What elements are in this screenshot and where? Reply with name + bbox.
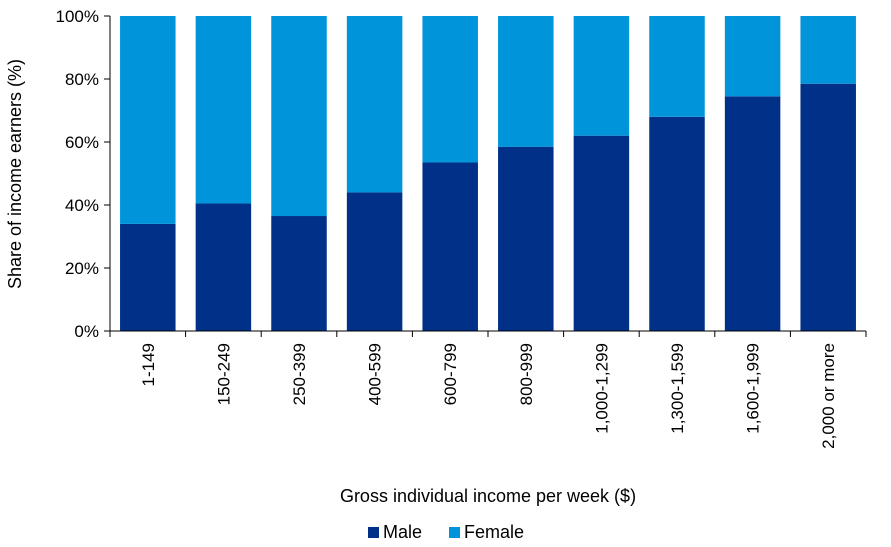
x-tick-label: 800-999 [517,343,536,405]
y-tick-label: 100% [56,7,99,26]
bar-male-6 [573,135,630,331]
x-ticks-group: 1-149 150-249 250-399 400-599 600-799 800-999… [109,331,867,449]
bar-female-7 [649,16,705,117]
x-tick-label: 1-149 [139,343,158,386]
bar-female-0 [120,16,176,224]
bar-male-3 [346,192,403,331]
y-tick-label: 0% [74,322,99,341]
y-axis-title: Share of income earners (%) [5,59,25,289]
bar-female-3 [346,16,403,193]
bar-female-6 [573,16,630,136]
x-tick-label: 1,000-1,299 [592,343,611,434]
bar-male-4 [422,162,478,331]
bar-female-5 [498,16,554,147]
bar-female-4 [422,16,478,163]
x-tick-label: 1,300-1,599 [668,343,687,434]
x-tick-label: 150-249 [214,343,233,405]
x-tick-label: 2,000 or more [819,343,838,449]
bar-female-1 [195,16,252,204]
bar-male-5 [498,146,554,331]
x-tick-label: 250-399 [290,343,309,405]
bar-male-2 [271,216,327,331]
legend-label-female: Female [464,522,524,542]
legend: Male Female [368,522,524,542]
y-tick-label: 20% [65,259,99,278]
legend-swatch-male [368,527,379,538]
bar-female-8 [724,16,781,97]
bar-male-9 [800,83,856,331]
bar-female-2 [271,16,327,217]
legend-label-male: Male [383,522,422,542]
y-tick-label: 60% [65,133,99,152]
y-tick-label: 40% [65,196,99,215]
bars-group [120,16,856,331]
y-tick-label: 80% [65,70,99,89]
x-axis-title: Gross individual income per week ($) [340,486,636,506]
legend-swatch-female [449,527,460,538]
y-ticks-group: 0% 20% 40% 60% 80% 100% [56,7,110,341]
x-tick-label: 600-799 [441,343,460,405]
x-tick-label: 1,600-1,999 [744,343,763,434]
x-tick-label: 400-599 [366,343,385,405]
bar-male-8 [724,96,781,331]
bar-male-7 [649,116,705,331]
bar-female-9 [800,16,856,84]
bar-male-0 [120,223,176,331]
bar-male-1 [195,203,252,331]
